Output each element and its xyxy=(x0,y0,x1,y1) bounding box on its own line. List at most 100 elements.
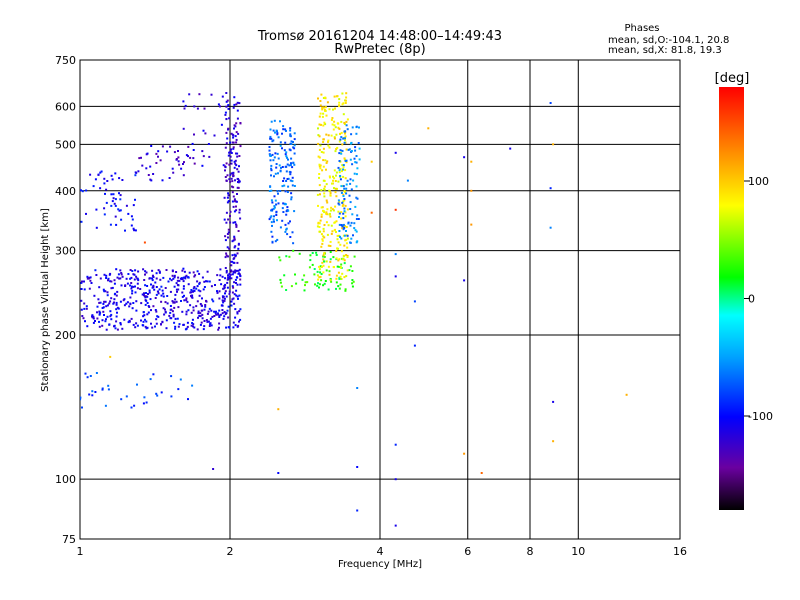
data-point xyxy=(306,281,309,284)
data-point xyxy=(218,309,221,312)
data-point xyxy=(323,282,326,285)
data-point xyxy=(328,273,331,276)
data-point xyxy=(237,243,240,246)
data-point xyxy=(137,270,140,273)
data-point xyxy=(115,268,118,271)
data-point xyxy=(480,472,483,474)
data-point xyxy=(329,215,332,218)
data-point xyxy=(283,184,286,187)
data-point xyxy=(117,307,120,310)
data-point xyxy=(117,273,120,276)
data-point xyxy=(308,266,311,269)
data-point xyxy=(356,509,359,512)
data-point xyxy=(102,302,105,305)
data-point xyxy=(322,147,325,150)
data-point xyxy=(230,159,233,162)
data-point xyxy=(198,93,201,96)
data-point xyxy=(323,260,325,263)
data-point xyxy=(327,244,330,247)
data-point xyxy=(207,310,210,313)
phases-heading: Phases xyxy=(624,23,659,34)
data-point xyxy=(238,272,240,275)
data-point xyxy=(143,241,146,244)
data-point xyxy=(121,327,124,330)
data-point xyxy=(177,388,180,391)
data-point xyxy=(318,165,321,168)
data-point xyxy=(110,297,113,300)
data-point xyxy=(148,291,151,294)
data-point xyxy=(289,129,292,132)
data-point xyxy=(103,213,106,216)
data-point xyxy=(322,271,325,274)
data-point xyxy=(394,275,397,278)
data-point xyxy=(338,160,341,162)
data-point xyxy=(172,277,175,280)
data-point xyxy=(132,302,135,304)
data-point xyxy=(325,260,328,263)
data-point xyxy=(99,171,102,174)
data-point xyxy=(322,284,325,287)
data-point xyxy=(197,312,200,315)
data-point xyxy=(83,280,85,283)
data-point xyxy=(284,141,287,144)
data-point xyxy=(339,235,341,238)
data-point xyxy=(343,244,346,247)
data-point xyxy=(141,293,144,296)
data-point xyxy=(342,193,345,196)
data-point xyxy=(177,156,180,159)
data-point xyxy=(235,152,237,155)
data-point xyxy=(127,212,130,215)
data-point xyxy=(225,142,228,145)
data-point xyxy=(233,127,235,130)
data-point xyxy=(148,277,151,280)
data-point xyxy=(277,408,280,411)
data-point xyxy=(234,269,237,272)
data-point xyxy=(144,303,147,306)
data-point xyxy=(269,137,272,140)
data-point xyxy=(130,406,133,409)
data-point xyxy=(339,175,342,177)
data-point xyxy=(181,278,184,281)
data-point xyxy=(232,106,235,109)
data-point xyxy=(193,326,196,329)
data-point xyxy=(105,318,107,321)
data-point xyxy=(103,300,106,303)
data-point xyxy=(201,164,204,167)
data-point xyxy=(134,229,137,232)
data-point xyxy=(233,257,236,260)
data-point xyxy=(232,175,235,178)
data-point xyxy=(237,170,240,173)
data-point xyxy=(276,132,279,135)
data-point xyxy=(103,314,105,316)
data-point xyxy=(346,208,349,211)
data-point xyxy=(234,278,237,281)
data-point xyxy=(169,290,172,293)
data-point xyxy=(345,254,348,256)
data-point xyxy=(337,259,340,262)
data-point xyxy=(161,320,164,323)
data-point xyxy=(233,293,236,296)
data-point xyxy=(133,229,136,232)
data-point xyxy=(235,225,238,228)
data-point xyxy=(344,204,347,207)
data-point xyxy=(99,277,102,280)
data-point xyxy=(169,305,172,307)
data-point xyxy=(210,324,213,327)
data-point xyxy=(114,327,117,330)
data-point xyxy=(333,169,336,172)
data-point xyxy=(233,124,236,127)
colorbar xyxy=(719,87,744,510)
data-point xyxy=(318,148,321,151)
data-point xyxy=(237,269,240,272)
data-point xyxy=(340,217,343,220)
data-point xyxy=(106,304,109,307)
data-point xyxy=(235,289,238,292)
data-point xyxy=(275,210,278,213)
data-point xyxy=(319,144,322,147)
data-point xyxy=(229,273,232,276)
data-point xyxy=(320,93,323,96)
data-point xyxy=(171,274,174,277)
x-tick-label: 4 xyxy=(377,545,384,558)
data-point xyxy=(222,317,225,320)
data-point xyxy=(338,98,341,101)
